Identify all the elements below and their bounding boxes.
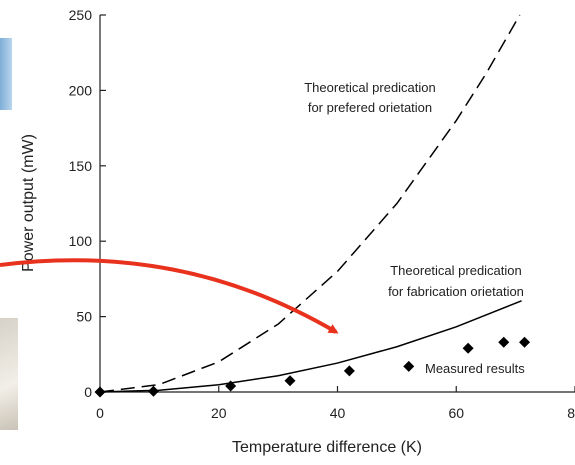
annotation-pref: for prefered orietation: [308, 100, 432, 115]
measured-results-series: [94, 336, 531, 398]
x-tick-label: 60: [448, 405, 464, 421]
y-tick-label: 200: [69, 82, 93, 98]
y-axis-ticks: 0 50 100 150 200 250: [69, 7, 106, 400]
plot-frame: [99, 15, 575, 393]
overlay-arrow: [0, 258, 339, 334]
x-tick-label: 20: [211, 405, 227, 421]
x-tick-label: 40: [330, 405, 346, 421]
fabrication-orientation-curve: [99, 300, 522, 393]
data-point-diamond: [519, 336, 531, 348]
data-point-diamond: [147, 385, 159, 397]
x-axis-ticks: 0 20 40 60 80: [96, 386, 575, 421]
data-point-diamond: [498, 336, 510, 348]
annotation-pref: Theoretical predication: [304, 80, 436, 95]
y-tick-label: 0: [84, 384, 92, 400]
photo-fragment-bottom: [0, 318, 18, 430]
data-point-diamond: [284, 375, 296, 387]
y-tick-label: 50: [76, 309, 92, 325]
annotation-meas: Measured results: [425, 361, 525, 376]
data-point-diamond: [403, 360, 415, 372]
y-tick-label: 150: [69, 158, 93, 174]
annotation-fab: for fabrication orietation: [388, 284, 524, 299]
x-tick-label: 80: [567, 405, 575, 421]
annotation-layer: Theoretical predication for prefered orie…: [304, 80, 525, 376]
photo-fragment-top: [0, 38, 12, 110]
y-tick-label: 250: [69, 7, 93, 23]
prefered-orientation-curve: [99, 14, 521, 393]
x-axis-title: Temperature difference (K): [232, 439, 422, 456]
y-tick-label: 100: [69, 233, 93, 249]
series-layer: [94, 14, 531, 398]
data-point-diamond: [462, 342, 474, 354]
annotation-fab: Theoretical predication: [390, 263, 522, 278]
data-point-diamond: [343, 365, 355, 377]
y-axis-title: Power output (mW): [20, 134, 37, 272]
x-tick-label: 0: [96, 405, 104, 421]
